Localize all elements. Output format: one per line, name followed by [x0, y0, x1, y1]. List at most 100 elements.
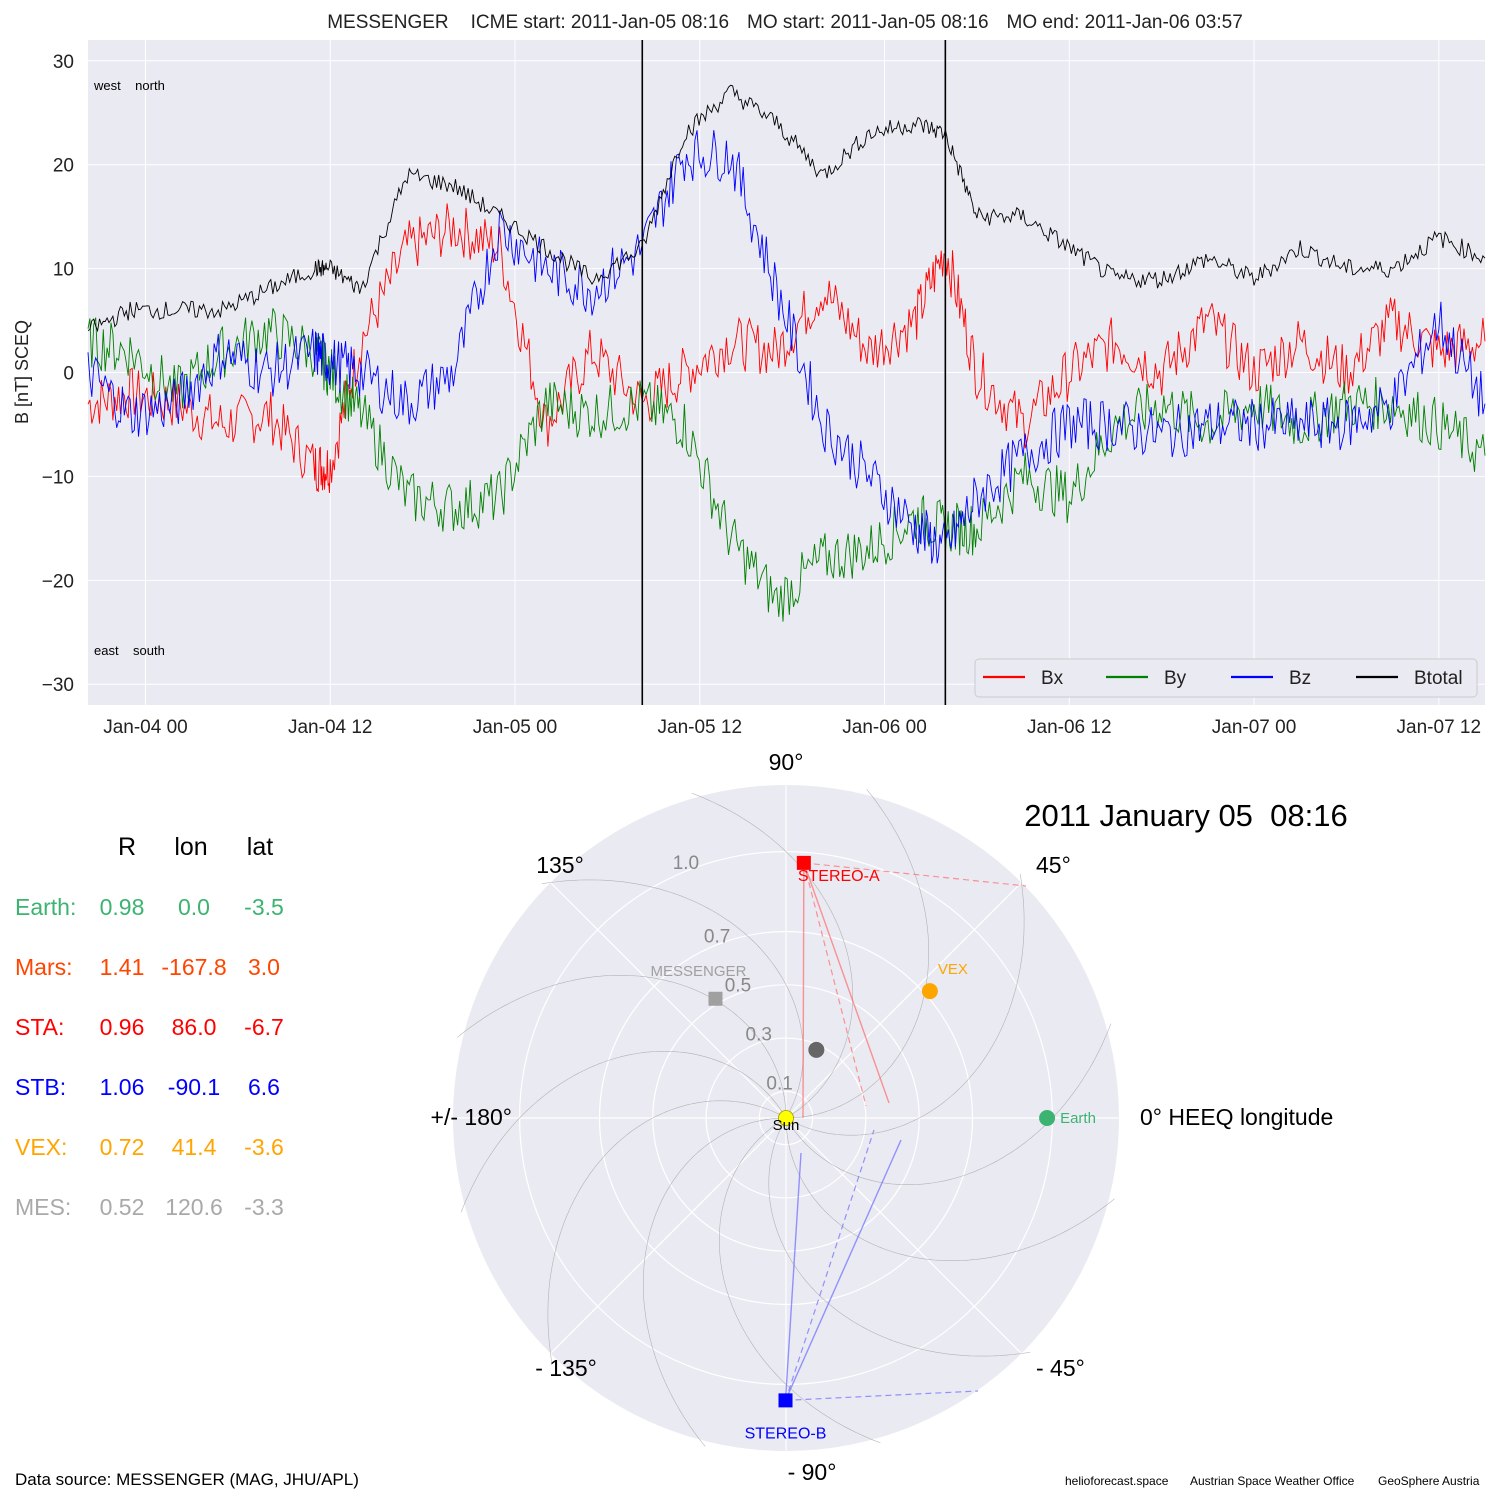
angle-labels: 0° HEEQ longitude 45° 90° 135° +/- 180° - 135… [431, 749, 1334, 1485]
y-tick-label: 10 [53, 260, 74, 281]
vex-marker [921, 983, 938, 1000]
table-cell-r: 1.06 [100, 1074, 145, 1100]
y-tick-label: 30 [53, 52, 74, 73]
messenger-label: MESSENGER [651, 963, 747, 980]
sta-fov-dashed [803, 862, 867, 1107]
title-mo-end: MO end: 2011-Jan-06 03:57 [1007, 12, 1243, 33]
table-row-name: MES: [15, 1194, 71, 1220]
table-row-name: Mars: [15, 954, 73, 980]
earth-label: Earth [1060, 1110, 1096, 1127]
sun-marker [778, 1110, 794, 1126]
table-cell-lon: -90.1 [168, 1074, 220, 1100]
angle-label-90: 90° [769, 749, 804, 775]
angle-label-135: 135° [536, 852, 584, 878]
table-row-name: VEX: [15, 1134, 67, 1160]
series-bx [87, 203, 1486, 494]
legend-label-bx: Bx [1041, 668, 1064, 689]
x-tick-label: Jan-04 00 [103, 717, 188, 738]
sta-fov-dashed [803, 862, 1027, 887]
earth-marker [1039, 1110, 1056, 1126]
table-cell-lat: -3.5 [244, 894, 284, 920]
angular-gridline [550, 1117, 787, 1354]
x-tick-label: Jan-05 12 [658, 717, 743, 738]
table-header-lon: lon [174, 833, 207, 861]
legend-label-btotal: Btotal [1414, 668, 1463, 689]
table-cell-lat: -3.6 [244, 1134, 284, 1160]
angular-gridline [550, 882, 787, 1119]
table-cell-lon: 120.6 [165, 1194, 223, 1220]
parker-spiral [785, 873, 1025, 1136]
table-cell-r: 0.72 [100, 1134, 145, 1160]
radial-tick-label: 0.5 [725, 975, 751, 996]
radial-tick-labels: 0.1 0.3 0.5 0.7 1.0 [673, 853, 793, 1095]
date-label: 2011 January 05 08:16 [1024, 798, 1347, 833]
angle-label-minus-135: - 135° [535, 1355, 597, 1381]
event-markers [641, 40, 947, 705]
annotation-east-south: east south [94, 643, 165, 658]
annotation-west-north: west north [93, 78, 165, 93]
y-tick-label: −10 [42, 467, 74, 488]
y-tick-labels: 30 20 10 0 −10 −20 −30 [42, 52, 74, 696]
series-by [87, 308, 1486, 622]
stereo-b-marker [778, 1393, 793, 1408]
stb-fov-dashed [784, 1129, 875, 1401]
table-cell-r: 0.96 [100, 1014, 145, 1040]
parker-spiral [642, 1117, 786, 1447]
timeseries-series [87, 84, 1486, 622]
legend-frame [974, 658, 1478, 698]
x-tick-label: Jan-06 12 [1027, 717, 1112, 738]
polar-plot: 0.1 0.3 0.5 0.7 1.0 0° HEEQ longitude 45° 90° 1… [431, 749, 1348, 1485]
radial-tick-label: 1.0 [673, 853, 699, 874]
angle-label-minus-90: - 90° [788, 1459, 837, 1485]
radial-tick-label: 0.7 [704, 926, 730, 947]
radial-tick-label: 0.3 [746, 1024, 772, 1045]
table-cell-lon: 86.0 [172, 1014, 217, 1040]
parker-spiral [691, 792, 854, 1119]
angular-gridline [785, 1117, 1022, 1354]
stereo-a-label: STEREO-A [798, 868, 880, 885]
table-row-name: STB: [15, 1074, 66, 1100]
table-cell-lat: 3.0 [248, 954, 280, 980]
table-cell-lat: -6.7 [244, 1014, 284, 1040]
angle-label-0: 0° HEEQ longitude [1140, 1104, 1333, 1130]
title-icme-start: ICME start: 2011-Jan-05 08:16 [471, 12, 729, 33]
sta-fov-line [803, 862, 890, 1104]
x-tick-label: Jan-05 00 [473, 717, 558, 738]
parker-spiral [547, 1100, 787, 1363]
x-tick-label: Jan-07 12 [1397, 717, 1482, 738]
y-tick-label: −30 [42, 675, 74, 696]
legend: Bx By Bz Btotal [974, 658, 1478, 698]
parker-spiral [460, 1051, 787, 1213]
stb-fov-line [784, 1152, 802, 1401]
stb-fov-line [784, 1139, 902, 1401]
table-cell-lon: 0.0 [178, 894, 210, 920]
series-btotal [87, 84, 1486, 333]
parker-spiral [768, 1117, 1031, 1357]
angular-gridline [785, 882, 1022, 1119]
angle-label-45: 45° [1036, 852, 1071, 878]
credit-helioforecast: helioforecast.space [1065, 1474, 1169, 1488]
y-axis-label: B [nT] SCEQ [12, 320, 32, 424]
table-cell-r: 1.41 [100, 954, 145, 980]
legend-label-bz: Bz [1289, 668, 1311, 689]
radial-tick-label: 0.1 [766, 1073, 792, 1094]
table-cell-lon: 41.4 [172, 1134, 217, 1160]
x-tick-label: Jan-06 00 [842, 717, 927, 738]
table-row-name: Earth: [15, 894, 76, 920]
x-tick-labels: Jan-04 00 Jan-04 12 Jan-05 00 Jan-05 12 Jan-… [103, 717, 1481, 738]
table-cell-lat: -3.3 [244, 1194, 284, 1220]
messenger-marker [708, 991, 723, 1006]
vex-label: VEX [938, 961, 968, 978]
table-row-name: STA: [15, 1014, 64, 1040]
table-cell-r: 0.98 [100, 894, 145, 920]
series-bz [87, 130, 1486, 564]
x-tick-label: Jan-07 00 [1212, 717, 1297, 738]
plot-title: MESSENGER ICME start: 2011-Jan-05 08:16 MO… [327, 12, 1243, 33]
spacecraft-positions: Sun Earth VEX STEREO-A STEREO-B MESSENGER [651, 855, 1096, 1442]
sta-fov-line [802, 862, 805, 1119]
table-header-lat: lat [247, 833, 273, 861]
parker-spiral [785, 1118, 1115, 1261]
